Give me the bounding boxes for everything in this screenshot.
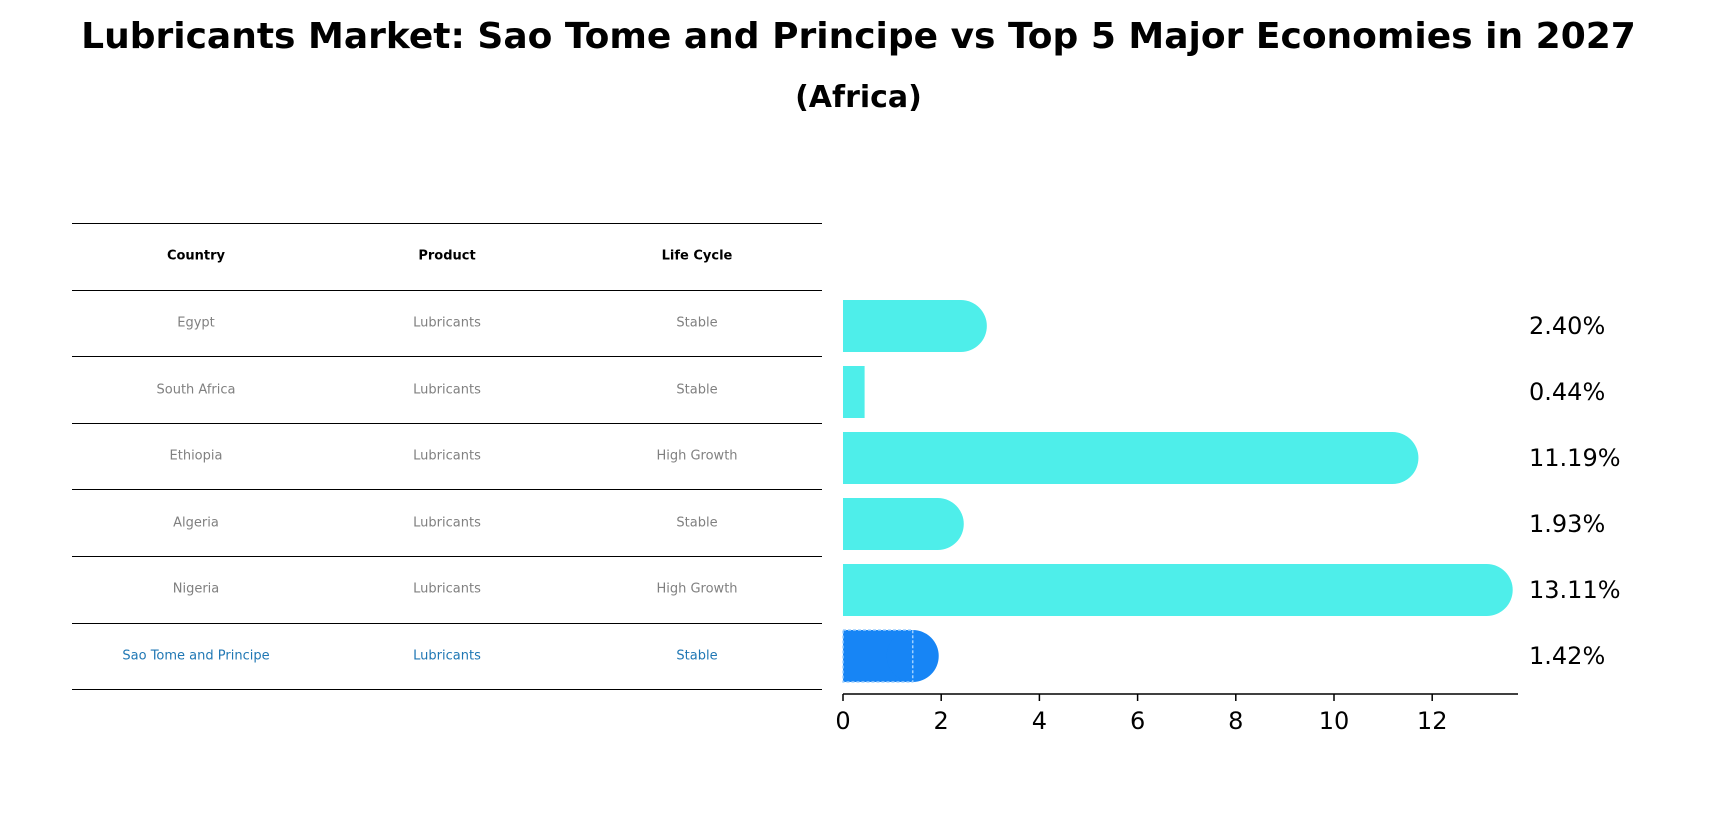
bar-cap (911, 498, 964, 550)
table-rule (72, 223, 822, 224)
bar-cap (1366, 432, 1419, 484)
table-rule (72, 556, 822, 557)
bar (843, 564, 1487, 616)
bar-cap (934, 300, 987, 352)
x-tick-label: 12 (1417, 707, 1448, 735)
table-cell: Lubricants (413, 448, 481, 464)
bar-cap (1460, 564, 1513, 616)
x-tick-label: 10 (1319, 707, 1350, 735)
table-header-cell: Country (166, 248, 226, 264)
chart-title: Lubricants Market: Sao Tome and Principe… (81, 16, 1636, 57)
table-cell: Lubricants (413, 648, 481, 664)
table-header-cell: Life Cycle (661, 248, 733, 264)
bar-value-label: 11.19% (1529, 444, 1621, 472)
table-cell: Stable (676, 382, 718, 397)
table-rule (72, 489, 822, 491)
table-cell: Lubricants (413, 515, 481, 531)
x-tick-label: 8 (1228, 707, 1243, 735)
x-tick-label: 4 (1032, 707, 1047, 735)
table-cell: High Growth (656, 448, 738, 464)
table-cell: Stable (676, 315, 718, 331)
table-cell: Sao Tome and Principe (122, 648, 270, 664)
bar-value-label: 0.44% (1529, 378, 1605, 406)
bar-value-label: 13.11% (1529, 576, 1621, 604)
table-cell: Lubricants (413, 581, 481, 597)
bar-value-label: 2.40% (1529, 312, 1605, 340)
table-rule (72, 422, 822, 424)
table-cell: Stable (676, 648, 718, 664)
table-cell: South Africa (156, 382, 236, 397)
table-cell: Ethiopia (169, 448, 223, 464)
table-cell: Lubricants (413, 315, 481, 331)
bar (843, 432, 1393, 484)
bar-highlight-outline (842, 629, 914, 683)
bar-value-label: 1.42% (1529, 642, 1605, 670)
x-tick-label: 6 (1130, 707, 1145, 735)
table-rule (72, 289, 822, 291)
table-rule (72, 689, 822, 691)
x-tick-label: 2 (934, 707, 949, 735)
table-rule (72, 356, 822, 358)
table-cell: Stable (676, 515, 718, 531)
table-cell: Algeria (173, 515, 219, 531)
table-cell: Lubricants (413, 382, 481, 397)
bar (843, 366, 865, 418)
table-cell: High Growth (656, 581, 738, 597)
table-header-cell: Product (418, 248, 476, 264)
bar-value-label: 1.93% (1529, 510, 1605, 538)
chart-subtitle: (Africa) (795, 80, 922, 115)
table-cell: Nigeria (172, 581, 220, 597)
x-tick-label: 0 (835, 707, 850, 735)
table-rule (72, 622, 822, 624)
table-cell: Egypt (177, 315, 215, 331)
